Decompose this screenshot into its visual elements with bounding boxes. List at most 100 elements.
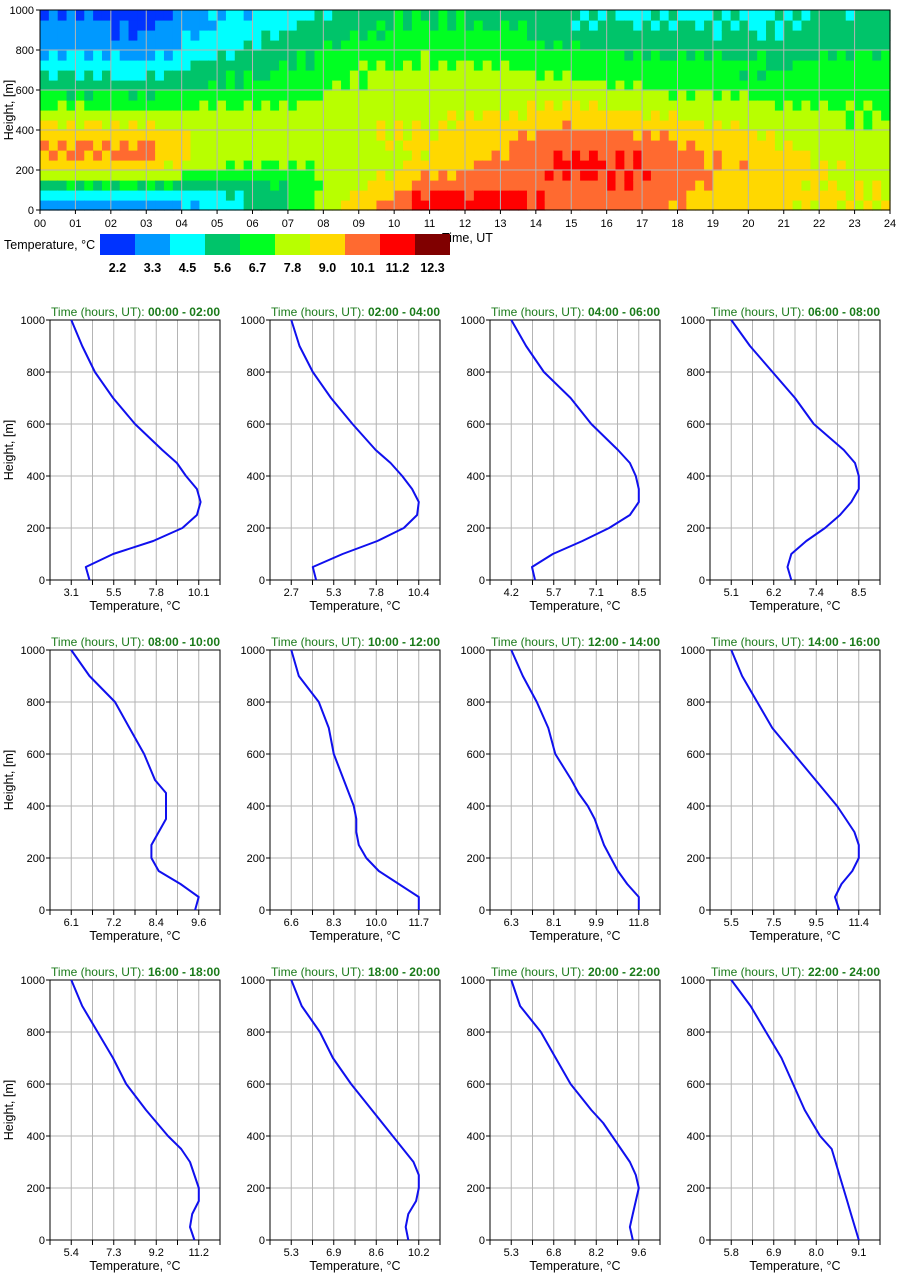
heatmap-cell [686,140,696,151]
heatmap-cell [341,80,351,91]
x-tick-label: 09 [353,218,365,230]
heatmap-cell [465,30,475,41]
heatmap-cell [562,50,572,61]
y-tick-label: 1000 [241,975,265,987]
heatmap-cell [305,100,316,111]
heatmap-cell [208,30,218,41]
heatmap-cell [491,200,502,211]
heatmap-cell [323,20,333,31]
heatmap-cell [863,50,873,61]
heatmap-cell [642,160,652,171]
x-tick-label: 5.5 [106,587,121,599]
heatmap-cell [358,140,369,151]
heatmap-cell [172,190,183,201]
heatmap-cell [491,150,502,161]
heatmap-cell [208,80,218,91]
heatmap-cell [624,140,634,151]
heatmap-cell [119,20,130,31]
heatmap-cell [845,20,856,31]
temperature-profile-line [290,319,420,581]
heatmap-cell [721,180,732,191]
heatmap-cell [518,80,528,91]
heatmap-cell [208,200,218,211]
heatmap-cell [296,120,307,131]
heatmap-cell [721,160,732,171]
heatmap-cell [704,160,714,171]
heatmap-cell [748,120,758,131]
heatmap-cell [438,120,448,131]
heatmap-cell [287,100,298,111]
heatmap-cell [199,20,209,31]
heatmap-cell [677,110,687,121]
heatmap-cell [863,30,873,41]
heatmap-cell [447,110,457,121]
heatmap-cell [243,190,254,201]
heatmap-cell [509,170,519,181]
y-tick-label: 200 [687,1183,705,1195]
heatmap-cell [110,140,121,151]
heatmap-cell [828,60,838,71]
heatmap-cell [155,170,165,181]
heatmap-cell [863,130,873,141]
heatmap-cell [482,80,493,91]
heatmap-cell [199,30,209,41]
heatmap-cell [624,40,634,51]
heatmap-cell [783,200,794,211]
heatmap-cell [146,110,156,121]
heatmap-cell [146,70,156,81]
heatmap-cell [518,190,528,201]
heatmap-cell [881,140,891,151]
heatmap-cell [473,70,484,81]
heatmap-cell [137,110,147,121]
x-axis-label: Temperature, °C [749,599,840,613]
heatmap-cell [252,90,262,101]
heatmap-cell [544,120,555,131]
heatmap-cell [739,10,749,21]
heatmap-cell [305,110,316,121]
heatmap-cell [314,90,324,101]
heatmap-cell [659,30,670,41]
heatmap-cell [580,60,590,71]
heatmap-cell [234,180,245,191]
heatmap-cell [757,20,767,31]
heatmap-cell [562,90,572,101]
heatmap-cell [465,120,475,131]
heatmap-cell [367,180,378,191]
heatmap-cell [580,140,590,151]
heatmap-cell [500,90,510,101]
heatmap-cell [819,160,829,171]
heatmap-cell [721,20,732,31]
heatmap-cell [704,30,714,41]
heatmap-cell [199,150,209,161]
heatmap-cell [712,10,723,21]
heatmap-cell [93,100,103,111]
heatmap-cell [287,70,298,81]
heatmap-cell [668,90,679,101]
heatmap-cell [403,80,413,91]
heatmap-cell [836,180,847,191]
heatmap-cell [562,30,572,41]
heatmap-cell [863,180,873,191]
heatmap-cell [429,90,440,101]
heatmap-cell [93,60,103,71]
heatmap-cell [509,190,519,201]
x-tick-label: 8.6 [369,1247,384,1259]
heatmap-cell [650,70,661,81]
y-tick-label: 600 [687,419,705,431]
heatmap-cell [482,70,493,81]
heatmap-cell [163,130,174,141]
heatmap-cell [677,180,687,191]
y-tick-label: 800 [247,367,265,379]
heatmap-cell [146,120,156,131]
heatmap-cell [456,130,466,141]
heatmap-cell [341,160,351,171]
heatmap-cell [677,90,687,101]
heatmap-cell [748,90,758,101]
heatmap-cell [491,90,502,101]
heatmap-cell [518,20,528,31]
heatmap-cell [810,90,820,101]
heatmap-cell [686,150,696,161]
heatmap-cell [403,180,413,191]
heatmap-cell [358,190,369,201]
heatmap-cell [571,100,581,111]
